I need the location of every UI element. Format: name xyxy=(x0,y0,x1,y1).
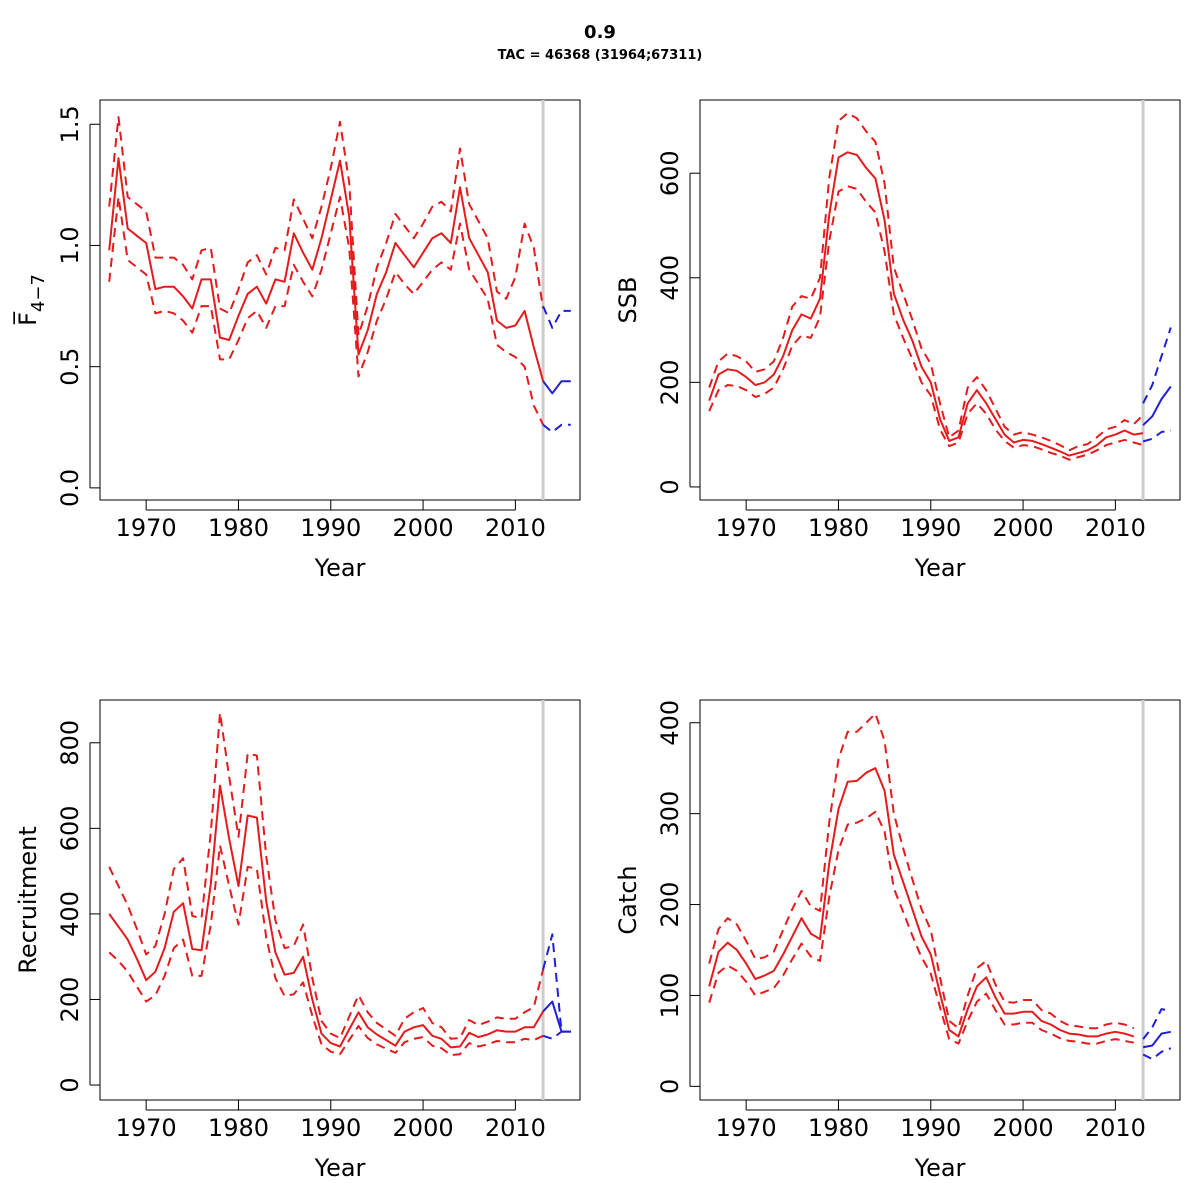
history-estimate-line xyxy=(108,157,545,382)
y-axis-label: F̅4−7 xyxy=(13,274,49,326)
plot-frame xyxy=(699,699,1181,1101)
forecast-estimate-line xyxy=(542,380,571,395)
x-tick-label: 2000 xyxy=(993,1114,1054,1142)
plot-frame xyxy=(699,99,1181,501)
forecast-upper-line xyxy=(542,933,571,1033)
history-lower-line xyxy=(708,185,1144,461)
y-tick-label: 300 xyxy=(656,791,684,837)
x-tick-label: 1990 xyxy=(300,1114,361,1142)
history-upper-line xyxy=(108,711,545,1040)
history-lower-line xyxy=(108,844,544,1057)
history-upper-line xyxy=(708,112,1144,452)
y-tick-label: 100 xyxy=(656,973,684,1019)
panel-3: 1970 1980 1990 2000 2010 0 200 400 600 800 Year Rec… xyxy=(14,699,581,1182)
x-tick-label: 2000 xyxy=(393,1114,454,1142)
y-tick-label: 0 xyxy=(56,1077,84,1092)
forecast-estimate-line xyxy=(1142,385,1172,426)
x-tick-label: 1970 xyxy=(116,1114,177,1142)
history-estimate-line xyxy=(708,767,1135,1038)
y-tick-label: 200 xyxy=(656,882,684,928)
y-axis-label-main: Recruitment xyxy=(14,826,42,973)
x-tick-label: 1990 xyxy=(900,1114,961,1142)
history-lower-line xyxy=(708,810,1134,1045)
y-tick-label: 600 xyxy=(56,805,84,851)
plot-frame xyxy=(99,699,581,1101)
plot-frame xyxy=(99,99,581,501)
x-axis-label: Year xyxy=(314,1154,366,1182)
figure-title: 0.9 xyxy=(584,22,616,43)
x-tick-label: 1970 xyxy=(716,1114,777,1142)
x-tick-label: 2000 xyxy=(393,514,454,542)
history-estimate-line xyxy=(708,151,1144,457)
forecast-lower-line xyxy=(1142,1047,1172,1061)
y-tick-label: 400 xyxy=(656,255,684,301)
y-axis-label-main: F̅ xyxy=(13,311,42,326)
forecast-upper-line xyxy=(1142,1008,1171,1040)
x-tick-label: 2010 xyxy=(485,514,546,542)
y-tick-label: 1.5 xyxy=(56,105,84,143)
y-tick-label: 600 xyxy=(656,150,684,196)
y-axis-label: SSB xyxy=(614,277,642,324)
y-axis-label: Catch xyxy=(614,865,642,934)
y-tick-label: 200 xyxy=(56,977,84,1023)
x-tick-label: 1970 xyxy=(716,514,777,542)
y-tick-label: 200 xyxy=(656,359,684,405)
x-tick-label: 1980 xyxy=(808,514,869,542)
y-tick-label: 800 xyxy=(56,720,84,766)
x-axis-label: Year xyxy=(914,1154,966,1182)
forecast-lower-line xyxy=(542,423,571,434)
y-tick-label: 0.5 xyxy=(56,348,84,386)
y-tick-label: 1.0 xyxy=(56,226,84,264)
history-estimate-line xyxy=(108,784,544,1049)
y-axis-label-main: SSB xyxy=(614,277,642,324)
forecast-estimate-line xyxy=(1142,1030,1171,1049)
x-tick-label: 1980 xyxy=(208,514,269,542)
forecast-estimate-line xyxy=(542,1000,571,1033)
forecast-lower-line xyxy=(1142,429,1171,443)
y-tick-label: 400 xyxy=(56,891,84,937)
x-tick-label: 1990 xyxy=(900,514,961,542)
history-upper-line xyxy=(108,116,545,337)
forecast-upper-line xyxy=(1142,327,1172,404)
x-axis-label: Year xyxy=(314,554,366,582)
x-tick-label: 2010 xyxy=(1085,514,1146,542)
x-axis-label: Year xyxy=(914,554,966,582)
history-upper-line xyxy=(708,712,1135,1030)
y-tick-label: 400 xyxy=(656,700,684,746)
panel-1: 1970 1980 1990 2000 2010 0.0 0.5 1.0 1.5 Year F̅4−… xyxy=(13,99,581,582)
x-tick-label: 2010 xyxy=(1085,1114,1146,1142)
y-axis-label-main: Catch xyxy=(614,865,642,934)
y-axis-label: Recruitment xyxy=(14,826,42,973)
forecast-lower-line xyxy=(542,1030,571,1040)
history-lower-line xyxy=(108,196,545,426)
panel-2: 1970 1980 1990 2000 2010 0 200 400 600 Year SSB xyxy=(614,99,1181,582)
y-axis-label-subscript: 4−7 xyxy=(28,274,49,312)
y-tick-label: 0 xyxy=(656,479,684,494)
x-tick-label: 1980 xyxy=(208,1114,269,1142)
x-tick-label: 1980 xyxy=(808,1114,869,1142)
y-tick-label: 0.0 xyxy=(56,469,84,507)
x-tick-label: 2000 xyxy=(993,514,1054,542)
x-tick-label: 1990 xyxy=(300,514,361,542)
y-tick-label: 0 xyxy=(656,1079,684,1094)
x-tick-label: 1970 xyxy=(116,514,177,542)
panel-4: 1970 1980 1990 2000 2010 0 100 200 300 400 Year Cat… xyxy=(614,699,1181,1182)
x-tick-label: 2010 xyxy=(485,1114,546,1142)
forecast-upper-line xyxy=(542,305,571,329)
figure-subtitle: TAC = 46368 (31964;67311) xyxy=(497,48,703,63)
